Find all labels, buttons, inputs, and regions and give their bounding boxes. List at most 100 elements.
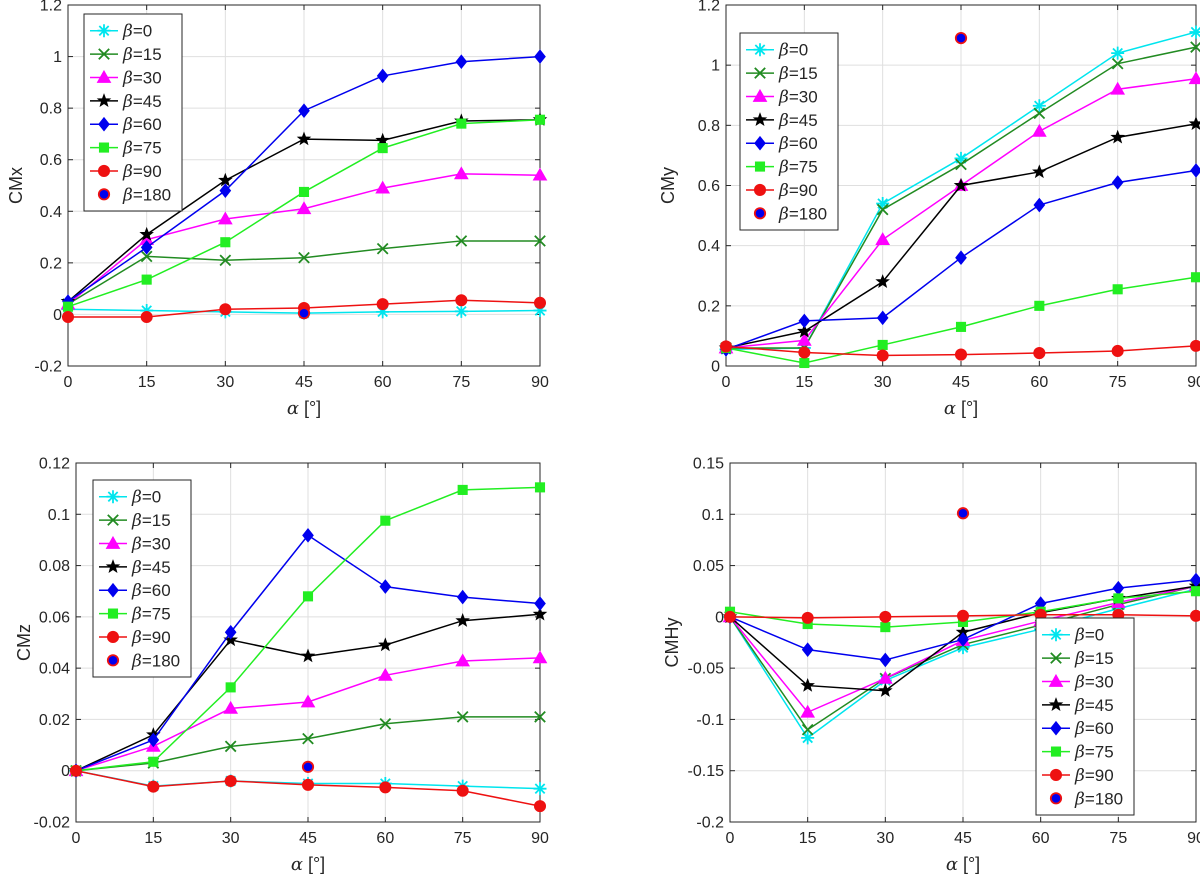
data-point [139,226,154,241]
data-point [955,250,967,266]
legend-entry: β=90 [1042,766,1114,786]
data-point [534,711,546,723]
legend-marker [106,654,120,667]
data-point [1190,41,1200,53]
legend-label: β=75 [1074,743,1114,763]
x-tick-label: 75 [1109,830,1127,847]
data-point [1111,57,1124,70]
data-point [878,683,893,697]
data-point [302,732,314,745]
data-point [879,610,892,623]
data-point [140,240,153,255]
data-point [1189,339,1200,352]
legend-marker [1050,720,1062,736]
y-tick-label: 0.6 [40,152,62,169]
legend-box [739,32,839,231]
x-axis-title: α [°] [944,398,978,419]
data-point [1110,129,1125,144]
legend-marker [753,43,767,57]
data-point [376,298,389,311]
data-point [1111,175,1124,190]
y-tick-label: -0.2 [34,359,62,376]
y-axis-title: CMHy [662,618,682,668]
x-tick-label: 45 [295,374,313,391]
legend-label: β=75 [131,605,171,625]
x-tick-label: 15 [138,374,156,391]
legend-entry: β=15 [99,511,171,531]
data-point [796,332,812,346]
x-tick-label: 90 [1187,830,1200,847]
data-point [302,591,314,602]
data-point [297,307,311,320]
series-beta-180 [297,307,311,320]
legend-entry: β=90 [90,162,162,182]
data-point [875,274,890,288]
x-tick-label: 0 [722,374,731,391]
data-point [1112,284,1123,295]
legend-marker [98,48,110,60]
data-point [955,321,967,332]
data-point [1188,71,1200,85]
legend-marker [754,135,766,151]
data-point [456,711,469,723]
legend-entry: β=180 [1049,789,1123,809]
data-point [800,704,816,718]
data-point [534,482,546,493]
series-beta-60 [720,163,1200,357]
y-axis-title: CMy [658,167,678,204]
legend-label: β=0 [1074,626,1104,646]
legend-label: β=180 [131,651,180,671]
legend-label: β=90 [131,628,171,648]
data-point [532,167,548,181]
legend-marker [96,93,112,107]
x-tick-label: 15 [799,830,817,847]
data-point [954,348,968,361]
legend-box [83,13,183,212]
y-tick-label: 0.4 [40,204,62,221]
data-point [879,652,892,668]
legend-label: β=30 [122,68,162,88]
y-tick-label: -0.1 [696,712,724,729]
data-point [532,650,548,664]
legend-entry: β=90 [99,628,171,648]
data-point [455,235,468,247]
data-point [532,606,548,621]
data-point [140,304,154,318]
chart-panel-2: 0 15 30 45 60 75 90 0 0.2 0.4 0.6 0.8 1 1.2 α [°] CMy β=… [658,0,1200,419]
y-tick-label: 1.2 [40,0,62,15]
legend-marker [96,69,112,83]
data-point [1032,99,1046,113]
data-point [801,642,814,657]
series-group [68,482,548,813]
data-point [1110,81,1126,95]
x-tick-label: 0 [72,830,81,847]
data-point [1189,609,1200,622]
data-point [957,632,969,647]
data-point [1189,25,1200,39]
series-beta-180 [956,507,970,520]
legend-label: β=180 [778,204,827,224]
data-point [298,251,310,264]
data-point [62,301,74,312]
y-tick-label: 1 [53,49,62,66]
data-point [719,340,733,353]
legend-marker [106,490,120,504]
legend-box [92,479,192,678]
data-point [534,49,546,64]
legend-label: β=60 [1074,719,1114,739]
legend-label: β=45 [778,111,818,131]
legend-entry: β=75 [90,139,162,159]
legend-entry: β=180 [106,651,180,671]
y-tick-label: 0.8 [40,101,62,118]
series-group [722,507,1200,745]
data-point [797,323,812,338]
data-point [140,250,153,263]
data-point [1188,116,1200,131]
legend-label: β=90 [1074,766,1114,786]
data-point [533,800,547,813]
data-point [456,784,469,797]
y-tick-label: 0.02 [39,712,70,729]
y-tick-label: 0.1 [48,507,70,524]
legend-entry: β=60 [99,581,171,601]
x-tick-label: 15 [795,374,813,391]
